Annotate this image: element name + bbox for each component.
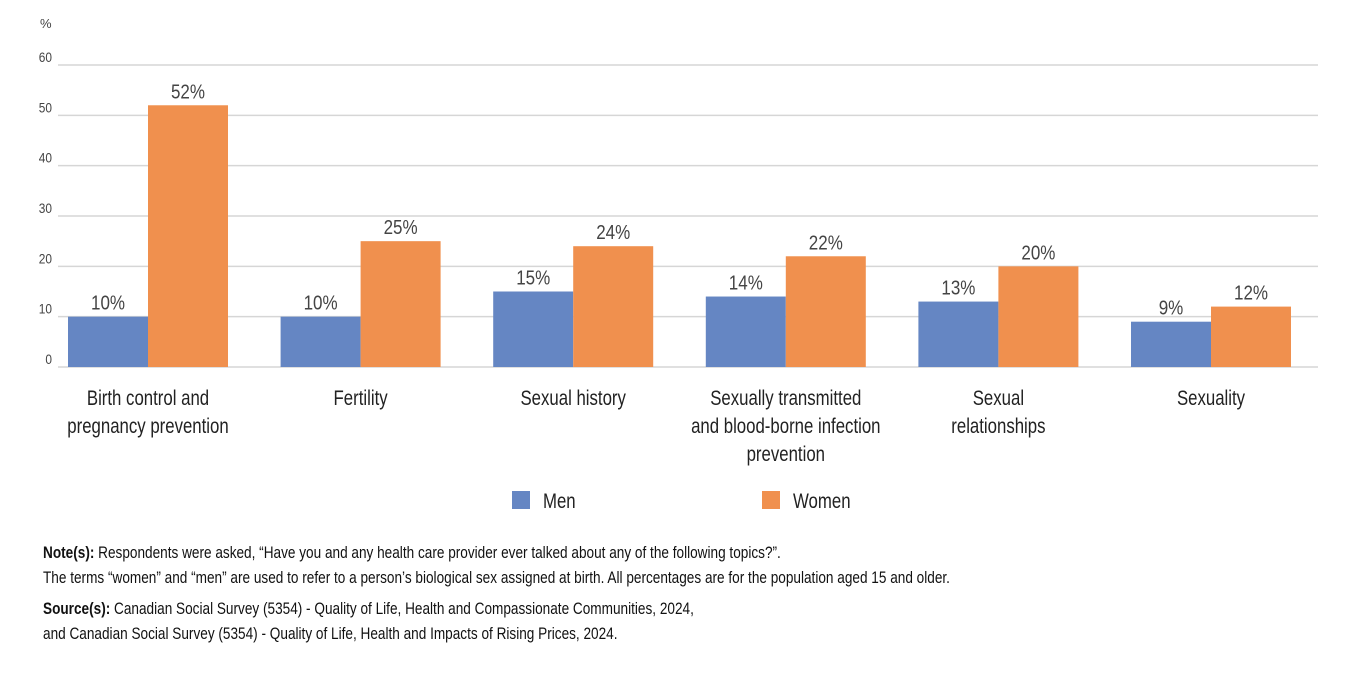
note-label: Note(s): [43,543,95,562]
y-tick-label: 40 [39,150,52,166]
data-label: 12% [1234,281,1268,304]
x-tick-label: Fertility [334,387,389,410]
x-tick-label: Birth control and [87,387,209,410]
data-label: 15% [516,266,550,289]
bar-men [1131,321,1211,367]
bar-women [998,266,1079,367]
note-line-2: The terms “women” and “men” are used to … [43,568,950,587]
source-line-2: and Canadian Social Survey (5354) - Qual… [43,624,618,643]
x-tick-label: and blood-borne infection [691,415,880,438]
data-label: 22% [809,231,843,254]
bar-men [918,301,999,367]
source-label: Source(s): [43,599,111,618]
data-label: 13% [941,276,975,299]
bar-women [148,105,228,368]
bar-women [573,246,654,367]
chart-notes: Note(s): Respondents were asked, “Have y… [43,540,950,646]
bar-men [280,316,361,367]
legend-swatch-women [762,491,780,509]
bar-men [493,291,574,367]
x-tick-label: Sexually transmitted [710,387,861,410]
bar-chart: % 0 10 20 30 40 50 60 10% 52% Birth control and pre… [39,16,1318,514]
y-axis-label: % [40,16,52,31]
data-label: 14% [729,271,763,294]
y-tick-label: 10 [39,301,52,317]
y-tick-label: 50 [39,99,52,115]
bar-women [1211,306,1291,367]
bar-men [68,316,148,367]
legend-swatch-men [512,491,530,509]
y-tick-label: 0 [45,351,52,367]
data-label: 10% [304,291,338,314]
data-label: 52% [171,80,205,103]
data-label: 25% [384,216,418,239]
x-tick-label: relationships [951,415,1045,438]
data-label: 9% [1159,296,1184,319]
y-tick-label: 20 [39,250,52,266]
legend-label-men: Men [543,490,576,513]
y-tick-label: 30 [39,200,52,216]
x-tick-label: Sexual history [520,387,626,410]
bar-women [785,256,866,367]
data-label: 20% [1021,241,1055,264]
note-line-1: Note(s): Respondents were asked, “Have y… [43,540,950,565]
data-label: 10% [91,291,125,314]
source-line-1: Source(s): Canadian Social Survey (5354)… [43,596,950,621]
note-text: Respondents were asked, “Have you and an… [94,543,781,562]
x-tick-label: pregnancy prevention [67,415,228,438]
x-tick-label: Sexual [973,387,1024,410]
bar-women [360,241,441,367]
bar-men [705,296,786,367]
source-text: Canadian Social Survey (5354) - Quality … [110,599,694,618]
data-label: 24% [596,221,630,244]
legend-label-women: Women [793,490,851,513]
x-tick-label: prevention [747,443,825,466]
y-tick-label: 60 [39,49,52,65]
x-tick-label: Sexuality [1177,387,1246,410]
